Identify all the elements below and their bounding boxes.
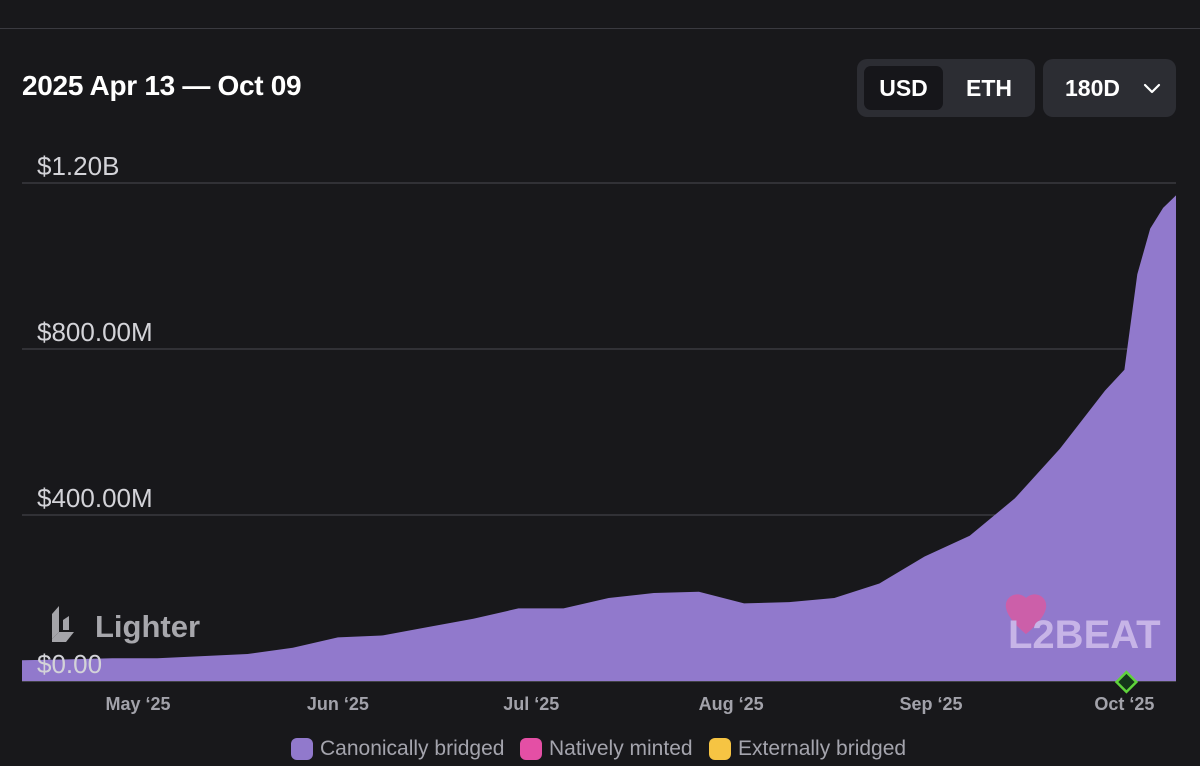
x-tick-label: Aug ‘25 <box>699 694 764 714</box>
legend-swatch-native <box>520 738 542 760</box>
eth-toggle-button[interactable]: ETH <box>966 75 1012 101</box>
lighter-watermark: Lighter <box>52 606 200 644</box>
y-tick-label: $0.00 <box>37 649 102 679</box>
y-tick-label: $400.00M <box>37 483 153 513</box>
y-tick-label: $1.20B <box>37 151 119 181</box>
top-divider <box>0 28 1200 29</box>
time-range-label: 180D <box>1065 75 1120 101</box>
legend-item-natively-minted[interactable]: Natively minted <box>520 736 693 762</box>
event-marker-diamond[interactable] <box>1114 670 1139 694</box>
legend-item-canonically-bridged[interactable]: Canonically bridged <box>291 736 504 762</box>
unit-toggle: USD ETH <box>857 59 1035 117</box>
usd-toggle-button[interactable]: USD <box>864 66 943 110</box>
x-tick-label: Jul ‘25 <box>503 694 559 714</box>
series-area-canonically-bridged <box>22 195 1176 681</box>
legend-item-externally-bridged[interactable]: Externally bridged <box>709 736 906 762</box>
time-range-dropdown[interactable]: 180D <box>1043 59 1176 117</box>
x-tick-label: Oct ‘25 <box>1094 694 1154 714</box>
l2beat-watermark-text: L2BEAT <box>1008 613 1161 657</box>
y-tick-label: $800.00M <box>37 317 153 347</box>
x-tick-label: Jun ‘25 <box>307 694 369 714</box>
page-title: 2025 Apr 13 — Oct 09 <box>22 70 302 101</box>
legend-swatch-canonical <box>291 738 313 760</box>
legend-label-external: Externally bridged <box>738 737 907 760</box>
legend-swatch-external <box>709 738 731 760</box>
legend-label-native: Natively minted <box>549 737 693 760</box>
legend-label-canonical: Canonically bridged <box>320 737 505 760</box>
lighter-watermark-text: Lighter <box>95 609 200 644</box>
x-tick-label: May ‘25 <box>106 694 171 714</box>
chevron-down-icon <box>1143 83 1161 94</box>
x-tick-label: Sep ‘25 <box>899 694 962 714</box>
l2beat-watermark: L2BEAT <box>1005 594 1161 657</box>
